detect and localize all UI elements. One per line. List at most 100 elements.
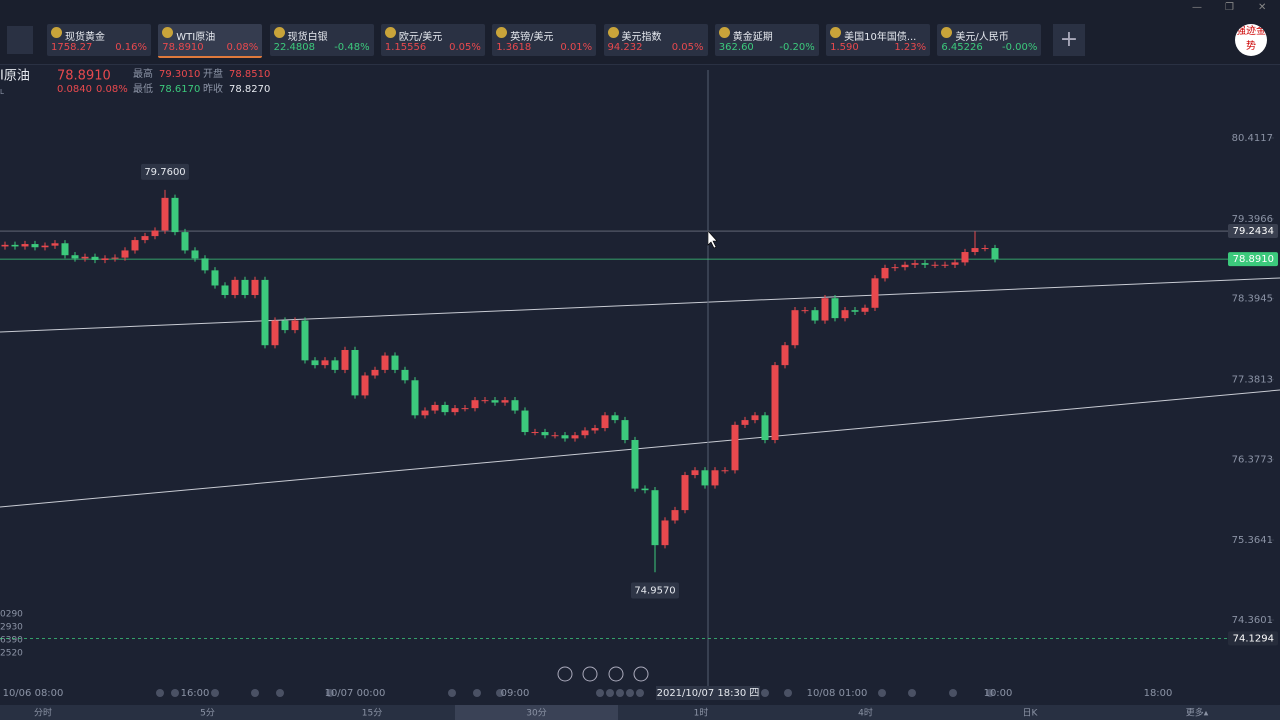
- x-tick-label: 10/07 00:00: [325, 688, 386, 699]
- event-dot: [986, 689, 994, 697]
- event-dot: [473, 689, 481, 697]
- x-tick-label: 16:00: [181, 688, 210, 699]
- candle-body: [311, 360, 319, 366]
- zoom-in[interactable]: [633, 666, 649, 682]
- sub: L: [0, 88, 4, 96]
- candle-body: [181, 232, 189, 251]
- restore[interactable]: ❐: [1225, 2, 1234, 13]
- candle-body: [691, 470, 699, 476]
- close[interactable]: ✕: [1258, 2, 1267, 13]
- add-button[interactable]: +: [1053, 24, 1085, 56]
- ticker-icon: [830, 27, 842, 38]
- ticker-name: 美国10年国债...: [844, 32, 917, 43]
- low: 78.6170: [159, 84, 200, 95]
- annotation: 79.7600: [144, 167, 185, 178]
- high: 79.3010: [159, 69, 200, 80]
- ticker-name: 美元/人民币: [955, 32, 1009, 43]
- candle-body: [701, 470, 709, 486]
- ticker-name: 欧元/美元: [398, 32, 443, 43]
- ticker-change: 1.23%: [894, 42, 927, 53]
- tab[interactable]: 4时: [858, 707, 873, 719]
- event-dot: [878, 689, 886, 697]
- candle-body: [761, 415, 769, 441]
- next[interactable]: [608, 666, 624, 682]
- cursor: [707, 230, 718, 249]
- candle-body: [921, 263, 929, 265]
- symbol[interactable]: I原油: [0, 69, 30, 84]
- candle-body: [401, 369, 409, 381]
- candle-body: [71, 255, 79, 259]
- annotation-box: [631, 582, 679, 599]
- candle-body: [281, 320, 289, 331]
- side-label: 0290: [0, 610, 23, 620]
- crosshair-time: 2021/10/07 18:30 四: [657, 688, 760, 699]
- candle-body: [1, 244, 9, 247]
- candle-body: [291, 320, 299, 331]
- candle-body: [681, 475, 689, 511]
- ticker-icon: [718, 27, 730, 38]
- prev[interactable]: [582, 666, 598, 682]
- candle-body: [61, 243, 69, 256]
- candle-body: [781, 345, 789, 366]
- ticker-name: 现货黄金: [65, 32, 105, 43]
- trend-line: [0, 277, 1280, 333]
- low-label: 最低: [133, 82, 153, 95]
- candle-body: [831, 298, 839, 319]
- ticker[interactable]: 英镑/美元 1.3618 0.01%: [492, 24, 597, 56]
- candle-body: [91, 256, 99, 260]
- candle-body: [541, 432, 549, 436]
- ticker[interactable]: 美元指数 94.232 0.05%: [603, 24, 708, 56]
- ticker-icon: [384, 27, 396, 38]
- ticker[interactable]: 黄金延期 362.60 -0.20%: [714, 24, 819, 56]
- tab[interactable]: 5分: [200, 708, 215, 719]
- tab[interactable]: 更多▴: [1186, 707, 1209, 719]
- tab[interactable]: 分时: [34, 707, 52, 719]
- event-dot: [626, 689, 634, 697]
- ticker-price: 78.8910: [162, 42, 204, 53]
- candle-body: [151, 230, 159, 237]
- event-dot: [251, 689, 259, 697]
- ticker[interactable]: WTI原油 78.8910 0.08%: [158, 24, 263, 58]
- ticker-name: 现货白银: [287, 32, 328, 43]
- ticker[interactable]: 美国10年国债... 1.590 1.23%: [826, 24, 931, 56]
- tab-bar: [0, 705, 1280, 720]
- y-tick-label: 79.3966: [1232, 214, 1273, 225]
- candle-body: [661, 520, 669, 546]
- zoom-out[interactable]: [557, 666, 573, 682]
- ticker[interactable]: 现货黄金 1758.27 0.16%: [47, 24, 151, 56]
- y-tick-label: 78.3945: [1232, 294, 1273, 305]
- ticker[interactable]: 美元/人民币 6.45226 -0.00%: [937, 24, 1042, 56]
- x-tick-label: 10:00: [984, 688, 1013, 699]
- event-dot: [616, 689, 624, 697]
- candle-body: [871, 278, 879, 308]
- candle-body: [511, 400, 519, 411]
- candle-body: [851, 310, 859, 312]
- candle-body: [601, 415, 609, 429]
- tab[interactable]: 30分: [526, 708, 546, 719]
- candle-body: [611, 415, 619, 421]
- candle-body: [531, 432, 539, 434]
- candle-body: [841, 310, 849, 319]
- candle-body: [301, 320, 309, 361]
- y-tick-label: 74.3601: [1232, 615, 1273, 626]
- ticker-icon: [273, 27, 285, 38]
- ticker-name: 美元指数: [621, 32, 662, 43]
- ticker-icon: [607, 27, 619, 38]
- minimize[interactable]: —: [1192, 2, 1202, 13]
- candle-body: [791, 310, 799, 346]
- ticker[interactable]: 现货白银 22.4808 -0.48%: [269, 24, 374, 56]
- tab[interactable]: 日K: [1023, 708, 1039, 719]
- ticker-bar: + 强迹金势 — ❐ ✕ 现货黄金 1758.27 0.16% WTI原油 78.891…: [0, 0, 1280, 64]
- tab[interactable]: 1时: [694, 707, 709, 719]
- candle-body: [481, 400, 489, 402]
- candle-body: [231, 279, 239, 296]
- candle-body: [911, 263, 919, 265]
- candle-body: [941, 264, 949, 266]
- menu-button[interactable]: [7, 26, 33, 54]
- price-badge: [1228, 252, 1278, 267]
- ticker[interactable]: 欧元/美元 1.15556 0.05%: [380, 24, 485, 56]
- tab[interactable]: 15分: [362, 708, 382, 719]
- ticker-price: 1758.27: [51, 42, 93, 53]
